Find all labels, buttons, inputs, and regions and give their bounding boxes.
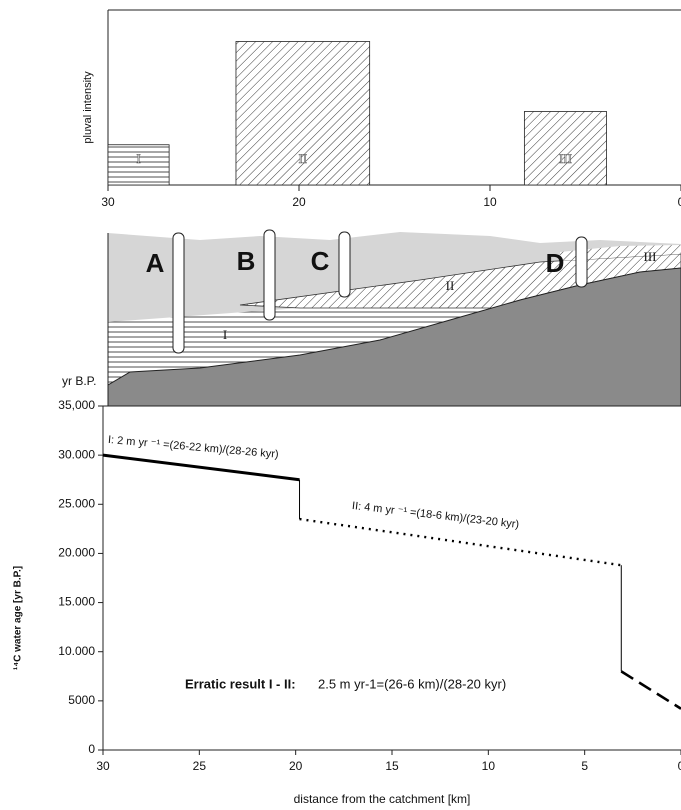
page: {"chart_data": [ {"type": "bar", "ylabel…	[0, 0, 681, 810]
y-tick-label: 15.000	[58, 595, 95, 609]
y-tick-label: 0	[88, 742, 95, 756]
well-label: C	[311, 246, 330, 276]
y-tick-label: 35,000	[58, 398, 95, 412]
y-axis-label: ¹⁴C water age [yr B.P.]	[13, 566, 24, 670]
x-tick-label: 25	[193, 759, 207, 773]
figure: A B C D I II III pluval intensity3020100…	[0, 0, 681, 810]
layer-label: I	[223, 327, 227, 342]
y-tick-label: 25.000	[58, 496, 95, 510]
well	[576, 237, 587, 287]
bar-label: II	[298, 151, 307, 166]
annotation: II: 4 m yr ⁻¹ =(18-6 km)/(23-20 kyr)	[351, 500, 519, 531]
x-tick-label: 0	[678, 195, 681, 209]
well	[264, 230, 275, 320]
x-tick-label: 0	[678, 759, 681, 773]
annotation: Erratic result I - II:	[185, 676, 296, 691]
bar-label: I	[136, 151, 140, 166]
x-tick-label: 10	[483, 195, 497, 209]
y-axis-label: pluval intensity	[82, 71, 94, 144]
series-line	[621, 671, 681, 708]
x-tick-label: 30	[96, 759, 110, 773]
y-tick-label: 30.000	[58, 447, 95, 461]
layer-label: II	[446, 278, 455, 293]
x-tick-label: 30	[101, 195, 115, 209]
annotation: I: 2 m yr ⁻¹ =(26-22 km)/(28-26 kyr)	[107, 434, 279, 461]
x-axis-label: distance from the catchment [km]	[294, 792, 471, 806]
bar-label: III	[559, 151, 572, 166]
well-label: D	[546, 248, 565, 278]
layer-label: III	[644, 249, 657, 264]
y-tick-label: 5000	[68, 693, 95, 707]
y-unit-label: yr B.P.	[62, 374, 96, 388]
y-tick-label: 20.000	[58, 546, 95, 560]
x-tick-label: 20	[289, 759, 303, 773]
x-tick-label: 20	[292, 195, 306, 209]
annotation: 2.5 m yr-1=(26-6 km)/(28-20 kyr)	[318, 676, 506, 691]
x-tick-label: 10	[482, 759, 496, 773]
well	[173, 233, 184, 353]
x-tick-label: 15	[385, 759, 399, 773]
well	[339, 232, 350, 297]
bar	[524, 112, 606, 186]
series-line	[300, 519, 622, 565]
well-label: B	[237, 246, 256, 276]
well-label: A	[146, 248, 165, 278]
x-tick-label: 5	[581, 759, 588, 773]
cross-section: A B C D I II III	[108, 230, 681, 406]
y-tick-label: 10.000	[58, 644, 95, 658]
